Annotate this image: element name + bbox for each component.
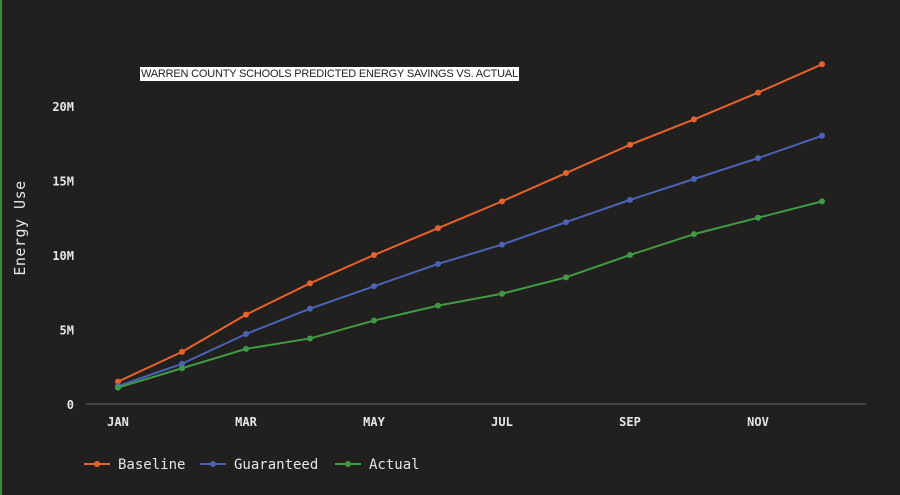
data-point-guaranteed <box>499 241 505 248</box>
data-point-baseline <box>499 198 505 205</box>
data-point-baseline <box>435 225 441 232</box>
data-point-baseline <box>627 141 633 148</box>
legend-swatch-marker <box>345 461 351 467</box>
legend-swatch-marker <box>210 461 216 467</box>
data-point-actual <box>371 317 377 324</box>
data-point-actual <box>243 345 249 352</box>
data-point-actual <box>819 198 825 205</box>
data-point-guaranteed <box>819 132 825 139</box>
y-tick-label: 5M <box>60 324 74 338</box>
x-tick-label: MAR <box>235 415 257 429</box>
data-point-actual <box>499 290 505 297</box>
series-line-guaranteed <box>117 134 823 388</box>
x-tick-label: SEP <box>619 415 641 429</box>
data-point-baseline <box>563 170 569 177</box>
data-point-guaranteed <box>563 219 569 226</box>
data-point-guaranteed <box>627 196 633 203</box>
series-line-baseline <box>117 63 823 383</box>
data-point-guaranteed <box>307 305 313 312</box>
x-tick-label: NOV <box>747 415 769 429</box>
y-tick-label: 10M <box>52 249 74 263</box>
data-point-guaranteed <box>179 360 185 367</box>
data-point-actual <box>115 384 121 391</box>
data-point-baseline <box>819 61 825 68</box>
data-point-actual <box>755 214 761 221</box>
x-tick-label: JAN <box>107 415 129 429</box>
series-lines <box>115 61 825 391</box>
legend-item-actual[interactable]: Actual <box>335 457 420 473</box>
series-line-actual <box>117 200 823 389</box>
y-axis-label: Energy Use <box>11 180 29 275</box>
data-point-baseline <box>243 311 249 318</box>
data-point-guaranteed <box>371 283 377 290</box>
data-point-actual <box>563 274 569 281</box>
data-point-baseline <box>307 280 313 287</box>
legend-swatch-marker <box>94 461 100 467</box>
data-point-guaranteed <box>435 260 441 267</box>
chart-title: WARREN COUNTY SCHOOLS PREDICTED ENERGY S… <box>140 67 519 81</box>
legend-label: Guaranteed <box>234 457 318 473</box>
data-point-actual <box>179 365 185 372</box>
data-point-actual <box>435 302 441 309</box>
y-tick-label: 0 <box>67 398 74 412</box>
data-point-baseline <box>371 252 377 258</box>
data-point-baseline <box>115 378 121 385</box>
data-point-guaranteed <box>691 176 697 183</box>
y-tick-label: 20M <box>52 100 74 114</box>
x-tick-label: MAY <box>363 415 385 429</box>
axes: 0 5M 10M 15M 20M JAN MAR MAY JUL SEP NOV Energy Use <box>11 100 866 429</box>
data-point-actual <box>627 252 633 258</box>
y-tick-label: 15M <box>52 175 74 189</box>
data-point-actual <box>307 335 313 342</box>
legend[interactable]: Baseline Guaranteed Actual <box>84 457 420 473</box>
data-point-guaranteed <box>243 330 249 337</box>
data-point-baseline <box>179 348 185 355</box>
data-point-guaranteed <box>755 155 761 162</box>
legend-item-guaranteed[interactable]: Guaranteed <box>200 457 318 473</box>
legend-item-baseline[interactable]: Baseline <box>84 457 185 473</box>
data-point-baseline <box>691 116 697 123</box>
data-point-baseline <box>755 89 761 96</box>
data-point-actual <box>691 231 697 238</box>
legend-label: Baseline <box>118 457 185 473</box>
x-tick-label: JUL <box>491 415 513 429</box>
legend-label: Actual <box>369 457 420 473</box>
